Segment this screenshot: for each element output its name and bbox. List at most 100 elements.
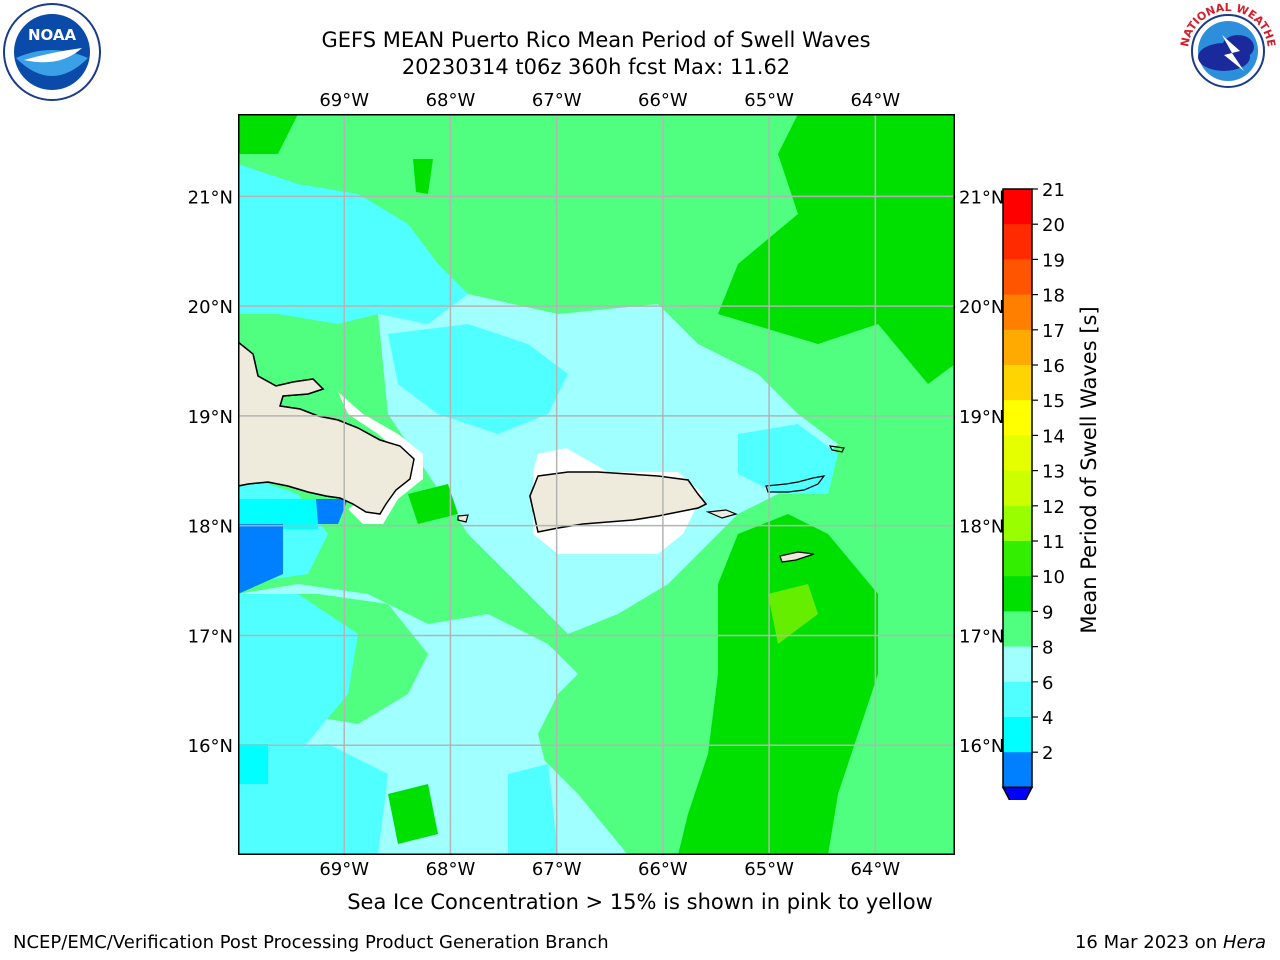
lon-label-top: 67°W	[532, 90, 582, 111]
colorbar-swatch	[1003, 576, 1032, 612]
lat-label-right: 19°N	[959, 407, 1004, 428]
colorbar-tick-label: 6	[1042, 673, 1053, 694]
contour-10-11-south-patch	[388, 784, 438, 844]
contour-7-8-southwest	[238, 594, 358, 774]
map-frame	[238, 114, 955, 855]
lat-label-right: 21°N	[959, 187, 1004, 208]
footer-date-text: 16 Mar 2023 on	[1074, 932, 1223, 953]
colorbar-tick-label: 8	[1042, 638, 1053, 659]
noaa-logo-icon: NOAA	[3, 3, 101, 101]
contour-10-11-mona-patch	[408, 484, 458, 524]
colorbar-tick-label: 16	[1042, 356, 1065, 377]
colorbar-tick-label: 15	[1042, 391, 1065, 412]
contour-7-8-northwest	[238, 164, 468, 324]
colorbar-tick-label: 21	[1042, 180, 1065, 201]
lon-label-top: 65°W	[744, 90, 794, 111]
land-mask-hispaniola	[338, 392, 423, 524]
colorbar-tick-label: 12	[1042, 497, 1065, 518]
footer-machine: Hera	[1222, 932, 1266, 953]
contour-7-8-virgin-islands	[738, 424, 838, 494]
lon-label-bottom: 69°W	[319, 859, 369, 880]
colorbar-ticks: 21 20 19 18 17 16 15 14 13 12 11 10 9 8 6 4 2	[1032, 180, 1065, 764]
puerto-rico-outline	[529, 471, 708, 533]
lat-label-left: 16°N	[188, 736, 233, 757]
mona-island	[457, 514, 469, 523]
graticule	[238, 114, 955, 855]
colorbar-tick-label: 18	[1042, 286, 1065, 307]
colorbar-tick-label: 17	[1042, 321, 1065, 342]
colorbar-extend-arrow	[1001, 786, 1034, 800]
colorbar-tick-label: 14	[1042, 426, 1065, 447]
colorbar-swatch	[1003, 505, 1032, 542]
colorbar-swatch	[1003, 681, 1032, 718]
contour-10-11-northwest	[238, 114, 298, 154]
colorbar-tick-label: 20	[1042, 215, 1065, 236]
map-title: GEFS MEAN Puerto Rico Mean Period of Swe…	[321, 28, 871, 52]
lat-label-right: 17°N	[959, 626, 1004, 647]
colorbar-swatch	[1003, 365, 1032, 401]
colorbar-tick-label: 10	[1042, 567, 1065, 588]
colorbar-swatch	[1003, 611, 1032, 648]
colorbar-swatch	[1003, 752, 1032, 788]
lon-label-bottom: 68°W	[426, 859, 476, 880]
contour-4-6-west	[238, 524, 283, 594]
contour-7-8-south-corner	[238, 744, 388, 855]
lat-label-left: 17°N	[188, 626, 233, 647]
colorbar-label: Mean Period of Swell Waves [s]	[1077, 306, 1101, 633]
colorbar-frame	[1002, 188, 1033, 789]
lon-label-bottom: 64°W	[850, 859, 900, 880]
colorbar-tick-label: 19	[1042, 250, 1065, 271]
footer-organization: NCEP/EMC/Verification Post Processing Pr…	[13, 932, 609, 953]
sea-ice-note: Sea Ice Concentration > 15% is shown in …	[347, 890, 933, 914]
contour-10-11-north-patch	[413, 159, 433, 194]
nws-logo-icon: NATIONAL WEATHER SERVICE	[1178, 1, 1278, 99]
vieques-island	[705, 509, 738, 519]
contour-8-9-south	[478, 644, 578, 855]
lon-label-bottom: 65°W	[744, 859, 794, 880]
colorbar-swatch	[1003, 224, 1032, 260]
footer-date: 16 Mar 2023 on Hera	[1075, 932, 1266, 953]
colorbar-swatch	[1003, 717, 1032, 753]
contour-4-6-small	[316, 499, 348, 524]
contour-10-11-southeast	[678, 514, 878, 855]
contour-7-8-mona	[388, 324, 568, 434]
colorbar-swatch	[1003, 435, 1032, 472]
colorbar-tick-label: 11	[1042, 532, 1065, 553]
colorbar-tick-label: 4	[1042, 708, 1053, 729]
anegada-island	[828, 445, 845, 453]
lat-label-left: 21°N	[188, 187, 233, 208]
map-subtitle: 20230314 t06z 360h fcst Max: 11.62	[401, 55, 791, 79]
lat-label-right: 18°N	[959, 517, 1004, 538]
hispaniola-outline	[238, 341, 415, 515]
colorbar-swatch	[1003, 541, 1032, 577]
lat-label-left: 19°N	[188, 407, 233, 428]
colorbar-swatch	[1003, 259, 1032, 296]
noaa-logo-text: NOAA	[28, 26, 77, 44]
lon-label-top: 64°W	[850, 90, 900, 111]
colorbar-swatch	[1003, 646, 1032, 683]
colorbar-swatch	[1003, 470, 1032, 507]
lon-label-bottom: 67°W	[532, 859, 582, 880]
colorbar-swatch	[1003, 189, 1032, 225]
st-croix-island	[779, 551, 815, 563]
lon-label-top: 69°W	[319, 90, 369, 111]
lat-label-left: 20°N	[188, 297, 233, 318]
virgin-islands	[765, 475, 826, 493]
lat-label-right: 20°N	[959, 297, 1004, 318]
colorbar-tick-label: 9	[1042, 602, 1053, 623]
colorbar-swatch	[1003, 400, 1032, 436]
lon-label-top: 68°W	[426, 90, 476, 111]
colorbar-tick-label: 2	[1042, 743, 1053, 764]
colorbar: 21 20 19 18 17 16 15 14 13 12 11 10 9 8 6 4 2 Mean Perio…	[1001, 180, 1101, 800]
map-panel	[238, 114, 955, 855]
lat-label-left: 18°N	[188, 517, 233, 538]
lat-label-right: 16°N	[959, 736, 1004, 757]
contour-10-11-northeast	[718, 114, 955, 384]
colorbar-swatch	[1003, 294, 1032, 331]
colorbar-swatches	[1001, 188, 1034, 800]
contour-7-8-south-center	[508, 764, 558, 855]
colorbar-swatch	[1003, 329, 1032, 366]
colorbar-tick-label: 13	[1042, 462, 1065, 483]
contour-6-7-southwest	[238, 744, 268, 784]
